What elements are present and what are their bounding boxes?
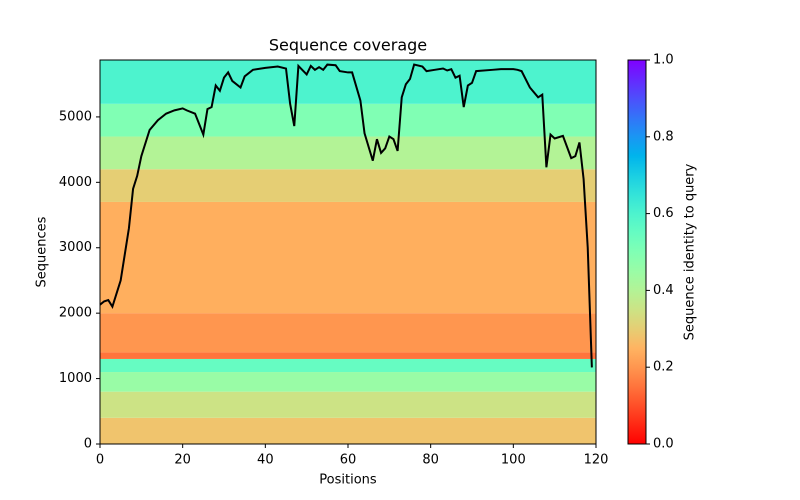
y-tick-label: 4000	[59, 175, 92, 190]
colorbar-tick-label: 0.4	[653, 283, 674, 298]
y-tick-label: 0	[84, 437, 92, 452]
colorbar-tick-label: 1.0	[653, 53, 674, 68]
x-tick-label: 0	[96, 453, 104, 468]
x-tick-label: 20	[174, 453, 191, 468]
colorbar-tick-label: 0.2	[653, 360, 674, 375]
heatmap-band	[100, 103, 596, 137]
x-tick-label: 60	[340, 453, 357, 468]
y-tick-label: 2000	[59, 306, 92, 321]
colorbar-tick-label: 0.0	[653, 437, 674, 452]
colorbar-tick-label: 0.6	[653, 206, 674, 221]
y-tick-label: 3000	[59, 240, 92, 255]
heatmap-band	[100, 169, 596, 202]
heatmap-band	[100, 201, 596, 314]
x-tick-label: 40	[257, 453, 274, 468]
coverage-line	[99, 63, 593, 368]
heatmap-band	[100, 391, 596, 418]
heatmap-band	[100, 313, 596, 353]
x-tick-label: 120	[584, 453, 609, 468]
y-axis-label: Sequences	[35, 216, 50, 287]
x-tick-label: 100	[501, 453, 526, 468]
heatmap-band	[100, 372, 596, 392]
colorbar-tick-label: 0.8	[653, 129, 674, 144]
heatmap-band	[100, 417, 596, 444]
colorbar	[627, 59, 647, 445]
heatmap-band	[100, 136, 596, 170]
y-tick-label: 1000	[59, 371, 92, 386]
y-tick-label: 5000	[59, 109, 92, 124]
colorbar-label: Sequence identity to query	[683, 163, 698, 340]
heatmap-band	[100, 358, 596, 373]
heatmap-band	[100, 352, 596, 359]
heatmap-band	[100, 60, 596, 104]
x-tick-label: 80	[422, 453, 439, 468]
chart-title: Sequence coverage	[269, 36, 427, 55]
x-axis-label: Positions	[319, 473, 377, 488]
